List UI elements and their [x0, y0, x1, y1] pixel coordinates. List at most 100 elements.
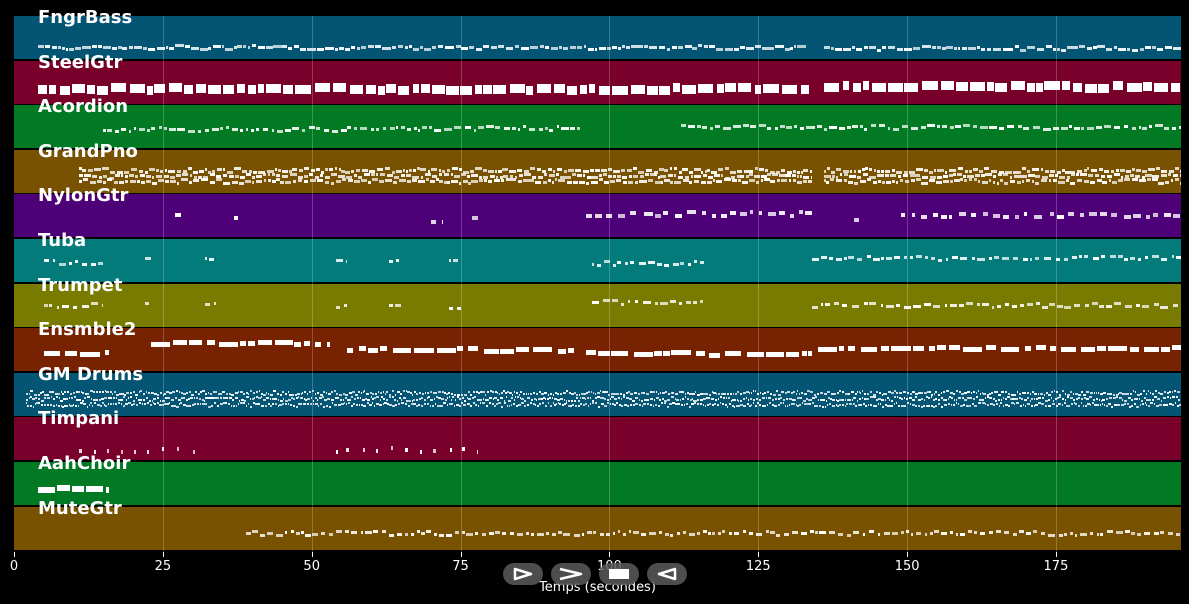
note [960, 533, 965, 537]
note [618, 530, 621, 534]
note [733, 532, 740, 536]
note [1025, 531, 1031, 535]
note [1037, 392, 1040, 395]
note [389, 396, 392, 399]
note [216, 167, 223, 171]
note [901, 530, 904, 534]
note [1010, 397, 1012, 400]
note [640, 174, 644, 178]
note [446, 404, 448, 407]
note [152, 402, 154, 405]
note [888, 127, 891, 131]
note [1086, 127, 1094, 131]
note [436, 405, 440, 408]
note [497, 392, 499, 395]
note [1065, 170, 1072, 174]
note [406, 399, 408, 402]
note [467, 391, 470, 394]
note [103, 129, 106, 133]
note [669, 167, 672, 171]
note [572, 403, 575, 406]
note [1075, 398, 1078, 401]
note [828, 531, 835, 535]
note [498, 401, 501, 404]
note [551, 396, 554, 399]
note [421, 126, 428, 130]
rewind-button[interactable] [647, 563, 687, 585]
note [1013, 533, 1017, 537]
note [30, 390, 34, 393]
note [1142, 390, 1145, 393]
note [862, 402, 866, 405]
note [891, 399, 893, 402]
note [1125, 169, 1132, 173]
note [247, 46, 251, 50]
note [1139, 178, 1146, 182]
forward-button[interactable] [551, 563, 591, 585]
note [245, 179, 252, 183]
note [625, 46, 630, 50]
note [386, 402, 389, 405]
note [968, 170, 973, 174]
stop-button[interactable] [599, 563, 639, 585]
note [1058, 403, 1060, 406]
note [865, 405, 868, 408]
note [887, 83, 903, 93]
note [483, 168, 488, 172]
note [767, 391, 770, 394]
note [725, 48, 733, 52]
note [1113, 45, 1118, 49]
note [706, 392, 709, 395]
note [1092, 399, 1096, 402]
note [1044, 169, 1050, 173]
note [562, 403, 564, 406]
note [162, 393, 165, 396]
note [823, 45, 831, 49]
note [986, 404, 990, 407]
note [896, 396, 899, 399]
note [144, 302, 150, 306]
note [574, 392, 576, 394]
note [135, 404, 139, 407]
note [582, 173, 586, 177]
note [145, 390, 148, 393]
note [227, 403, 231, 406]
note [643, 399, 647, 402]
x-tick [609, 552, 611, 557]
note [843, 178, 847, 182]
note [1131, 48, 1139, 52]
note [43, 351, 60, 357]
note [507, 399, 511, 402]
note [161, 403, 164, 406]
note [730, 392, 733, 395]
note [784, 391, 787, 394]
note [253, 401, 255, 404]
note [461, 531, 466, 535]
note [441, 219, 443, 224]
note [424, 403, 427, 406]
note [915, 404, 917, 407]
note [649, 398, 653, 401]
note [1173, 46, 1181, 50]
note [298, 396, 300, 399]
note [754, 44, 761, 48]
note [945, 398, 948, 401]
note [667, 405, 669, 408]
note [540, 45, 545, 49]
note [749, 404, 751, 407]
note [436, 178, 439, 182]
note [935, 404, 938, 407]
note [671, 46, 677, 50]
note [96, 85, 108, 95]
note [1018, 170, 1022, 174]
play-button[interactable] [503, 563, 543, 585]
note [1118, 255, 1123, 259]
note [279, 399, 283, 402]
note [404, 447, 408, 452]
note [731, 175, 736, 179]
note [560, 397, 564, 400]
note [205, 128, 210, 132]
note [605, 213, 612, 218]
note [552, 402, 554, 405]
note [1057, 215, 1065, 220]
